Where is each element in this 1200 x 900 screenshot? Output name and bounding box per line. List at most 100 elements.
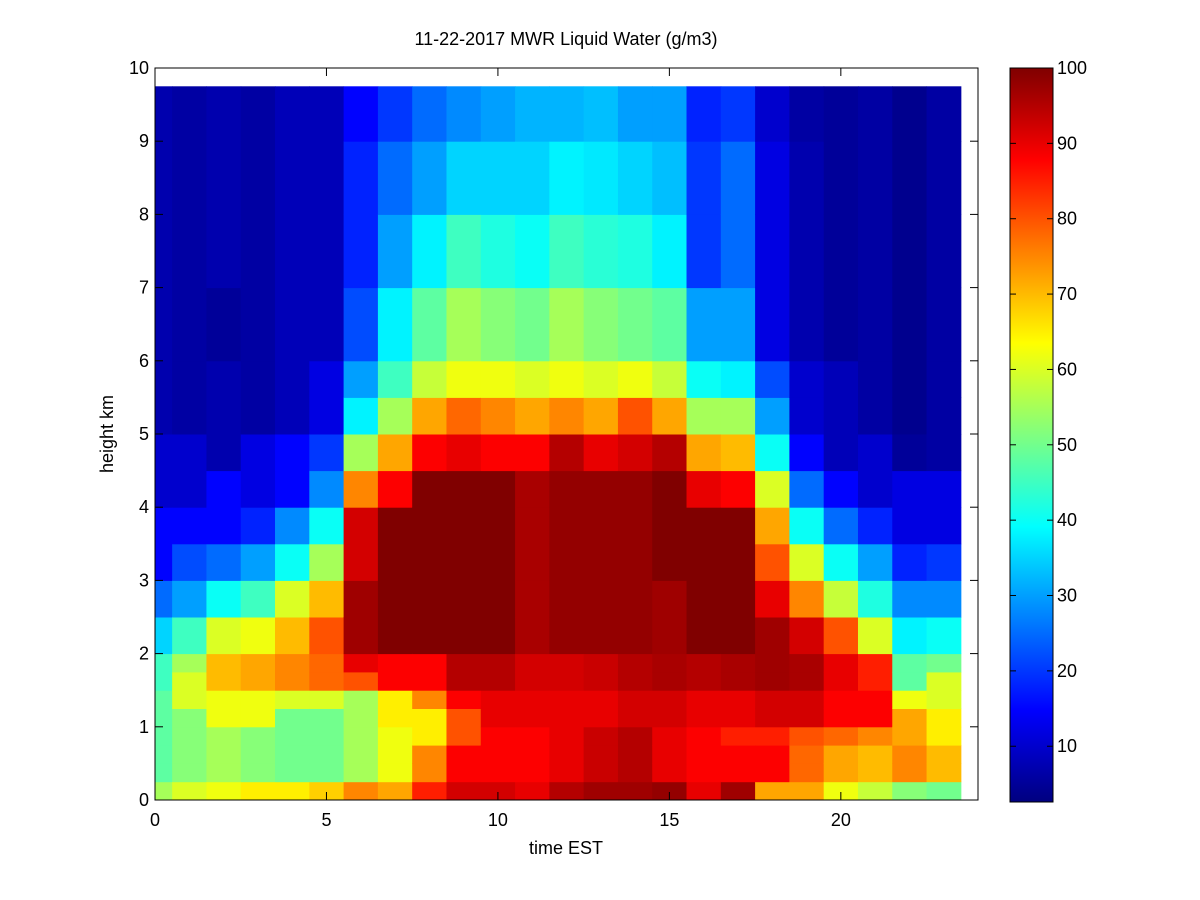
heatmap-cell [755, 470, 790, 508]
heatmap-cell [583, 507, 619, 545]
heatmap-cell [480, 470, 516, 508]
heatmap-cell [652, 763, 688, 783]
heatmap-cell [617, 745, 653, 764]
heatmap-cell [892, 745, 928, 764]
heatmap-cell [377, 580, 413, 618]
heatmap-cell [172, 360, 207, 398]
heatmap-cell [172, 287, 207, 362]
heatmap-cell [240, 726, 276, 746]
heatmap-cell [275, 141, 310, 215]
heatmap-cell [652, 470, 688, 508]
heatmap-cell [686, 763, 722, 783]
heatmap-cell [206, 781, 242, 801]
heatmap-cell [617, 763, 653, 783]
colorbar-tick-label: 20 [1057, 661, 1077, 681]
colorbar-tick-label: 50 [1057, 435, 1077, 455]
heatmap-cell [583, 580, 619, 618]
heatmap-cell [480, 214, 516, 289]
heatmap-cell [789, 141, 825, 215]
y-tick-label: 1 [139, 717, 149, 737]
heatmap-cell [206, 543, 242, 581]
heatmap-cell [155, 141, 173, 215]
heatmap-cell [823, 763, 859, 783]
heatmap-cell [155, 507, 173, 545]
heatmap-cell [275, 781, 310, 801]
heatmap-cell [720, 360, 756, 398]
heatmap-cell [343, 470, 379, 508]
heatmap-cell [155, 763, 173, 783]
heatmap-cell [686, 617, 722, 655]
heatmap-cell [583, 287, 619, 362]
heatmap-cell [172, 543, 207, 581]
heatmap-cell [926, 726, 962, 746]
heatmap-cell [480, 708, 516, 728]
y-tick-label: 3 [139, 570, 149, 590]
heatmap-cell [755, 671, 790, 691]
colorbar-tick-label: 10 [1057, 736, 1077, 756]
heatmap-cell [720, 580, 756, 618]
colorbar [1009, 67, 1054, 803]
heatmap-cell [823, 708, 859, 728]
heatmap-cell [377, 708, 413, 728]
heatmap-cell [686, 580, 722, 618]
heatmap-cell [583, 86, 619, 142]
heatmap-cell [412, 287, 447, 362]
heatmap-cell [789, 434, 825, 472]
heatmap-cell [275, 86, 310, 142]
heatmap-cell [412, 690, 447, 709]
heatmap-cell [720, 617, 756, 655]
heatmap-cell [617, 781, 653, 801]
heatmap-cell [617, 507, 653, 545]
heatmap-cell [240, 287, 276, 362]
heatmap-cell [515, 507, 550, 545]
heatmap-cell [857, 671, 893, 691]
heatmap-cell [275, 507, 310, 545]
heatmap-cell [412, 726, 447, 746]
heatmap-cell [309, 287, 345, 362]
heatmap-cell [892, 580, 928, 618]
heatmap-cell [515, 617, 550, 655]
heatmap-cell [857, 287, 893, 362]
heatmap-cell [275, 671, 310, 691]
heatmap-cell [309, 708, 345, 728]
heatmap-cell [172, 653, 207, 673]
heatmap-cell [515, 470, 550, 508]
heatmap-cell [720, 214, 756, 289]
heatmap-cell [892, 360, 928, 398]
heatmap-cell [309, 507, 345, 545]
heatmap-cell [206, 287, 242, 362]
heatmap-cell [652, 287, 688, 362]
heatmap-cell [412, 580, 447, 618]
chart-title: 11-22-2017 MWR Liquid Water (g/m3) [414, 29, 717, 49]
heatmap-cell [309, 141, 345, 215]
heatmap-cell [412, 763, 447, 783]
heatmap-cell [617, 287, 653, 362]
heatmap-cell [617, 360, 653, 398]
heatmap-cell [652, 86, 688, 142]
heatmap-cell [720, 397, 756, 435]
heatmap-cell [412, 360, 447, 398]
heatmap-cell [617, 726, 653, 746]
heatmap-cell [155, 726, 173, 746]
heatmap-cell [206, 708, 242, 728]
heatmap-cell [155, 653, 173, 673]
heatmap-cell [412, 507, 447, 545]
heatmap-cell [275, 543, 310, 581]
heatmap-cell [755, 507, 790, 545]
heatmap-cell [172, 214, 207, 289]
heatmap-cell [343, 287, 379, 362]
heatmap-cell [583, 781, 619, 801]
heatmap-cell [549, 434, 585, 472]
heatmap-cell [155, 397, 173, 435]
heatmap-cell [377, 287, 413, 362]
heatmap-cell [377, 434, 413, 472]
colorbar-tick-label: 60 [1057, 359, 1077, 379]
heatmap-cell [343, 671, 379, 691]
heatmap-cell [549, 360, 585, 398]
heatmap-cell [549, 745, 585, 764]
heatmap-cell [652, 214, 688, 289]
heatmap-cell [583, 214, 619, 289]
heatmap-cell [155, 745, 173, 764]
heatmap-cell [172, 141, 207, 215]
heatmap-cell [857, 470, 893, 508]
